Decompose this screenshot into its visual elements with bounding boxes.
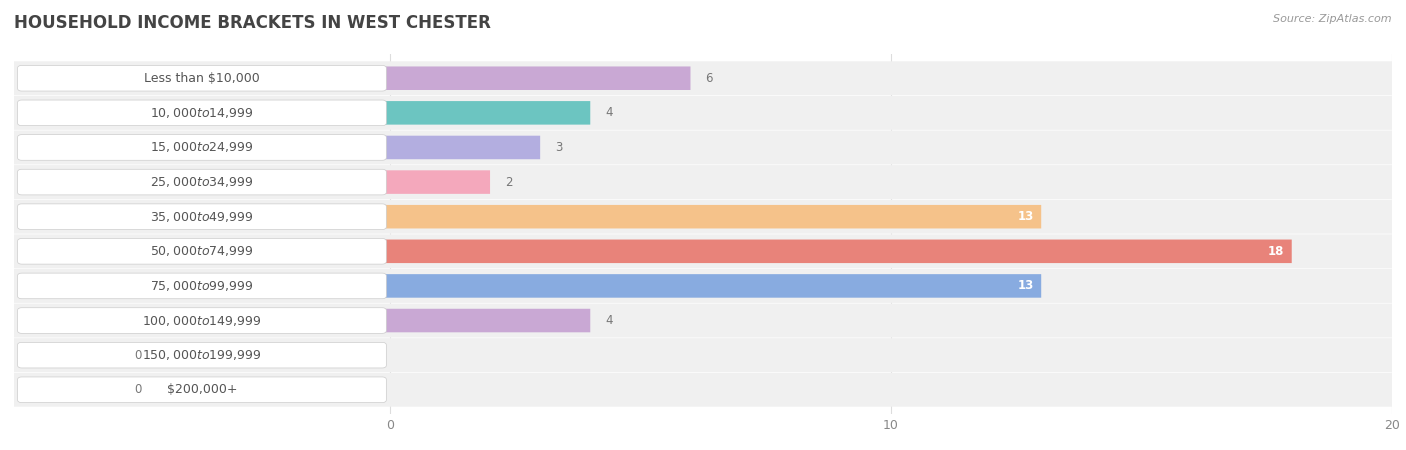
FancyBboxPatch shape — [17, 377, 387, 403]
Text: $15,000 to $24,999: $15,000 to $24,999 — [150, 140, 253, 154]
Text: Less than $10,000: Less than $10,000 — [143, 72, 260, 85]
FancyBboxPatch shape — [11, 269, 1395, 303]
Text: 18: 18 — [1268, 245, 1284, 258]
FancyBboxPatch shape — [11, 96, 1395, 130]
FancyBboxPatch shape — [20, 101, 591, 125]
FancyBboxPatch shape — [11, 373, 1395, 407]
FancyBboxPatch shape — [17, 169, 387, 195]
Text: $200,000+: $200,000+ — [167, 383, 238, 396]
Text: 0: 0 — [135, 349, 142, 362]
Text: 13: 13 — [1018, 210, 1033, 223]
Text: $50,000 to $74,999: $50,000 to $74,999 — [150, 244, 253, 258]
FancyBboxPatch shape — [20, 239, 1292, 263]
Text: 0: 0 — [135, 383, 142, 396]
FancyBboxPatch shape — [20, 274, 1042, 298]
FancyBboxPatch shape — [17, 342, 387, 368]
FancyBboxPatch shape — [11, 304, 1395, 338]
FancyBboxPatch shape — [11, 338, 1395, 372]
FancyBboxPatch shape — [20, 170, 491, 194]
FancyBboxPatch shape — [11, 130, 1395, 164]
Text: $100,000 to $149,999: $100,000 to $149,999 — [142, 314, 262, 328]
Text: $10,000 to $14,999: $10,000 to $14,999 — [150, 106, 253, 120]
FancyBboxPatch shape — [11, 234, 1395, 268]
FancyBboxPatch shape — [17, 135, 387, 160]
FancyBboxPatch shape — [17, 204, 387, 230]
Text: 4: 4 — [606, 106, 613, 119]
FancyBboxPatch shape — [20, 136, 540, 159]
FancyBboxPatch shape — [17, 100, 387, 126]
FancyBboxPatch shape — [17, 273, 387, 299]
Text: Source: ZipAtlas.com: Source: ZipAtlas.com — [1274, 14, 1392, 23]
Text: $75,000 to $99,999: $75,000 to $99,999 — [150, 279, 253, 293]
Text: 3: 3 — [555, 141, 562, 154]
FancyBboxPatch shape — [11, 61, 1395, 95]
Text: 4: 4 — [606, 314, 613, 327]
Text: 2: 2 — [505, 176, 513, 189]
FancyBboxPatch shape — [11, 200, 1395, 234]
Text: $150,000 to $199,999: $150,000 to $199,999 — [142, 348, 262, 362]
FancyBboxPatch shape — [17, 308, 387, 333]
FancyBboxPatch shape — [17, 65, 387, 91]
FancyBboxPatch shape — [20, 67, 690, 90]
FancyBboxPatch shape — [11, 165, 1395, 199]
Text: $35,000 to $49,999: $35,000 to $49,999 — [150, 210, 253, 224]
FancyBboxPatch shape — [20, 343, 120, 367]
Text: $25,000 to $34,999: $25,000 to $34,999 — [150, 175, 253, 189]
FancyBboxPatch shape — [17, 238, 387, 264]
FancyBboxPatch shape — [20, 205, 1042, 229]
FancyBboxPatch shape — [20, 378, 120, 401]
Text: 13: 13 — [1018, 279, 1033, 292]
Text: 6: 6 — [706, 72, 713, 85]
FancyBboxPatch shape — [20, 309, 591, 332]
Text: HOUSEHOLD INCOME BRACKETS IN WEST CHESTER: HOUSEHOLD INCOME BRACKETS IN WEST CHESTE… — [14, 14, 491, 32]
